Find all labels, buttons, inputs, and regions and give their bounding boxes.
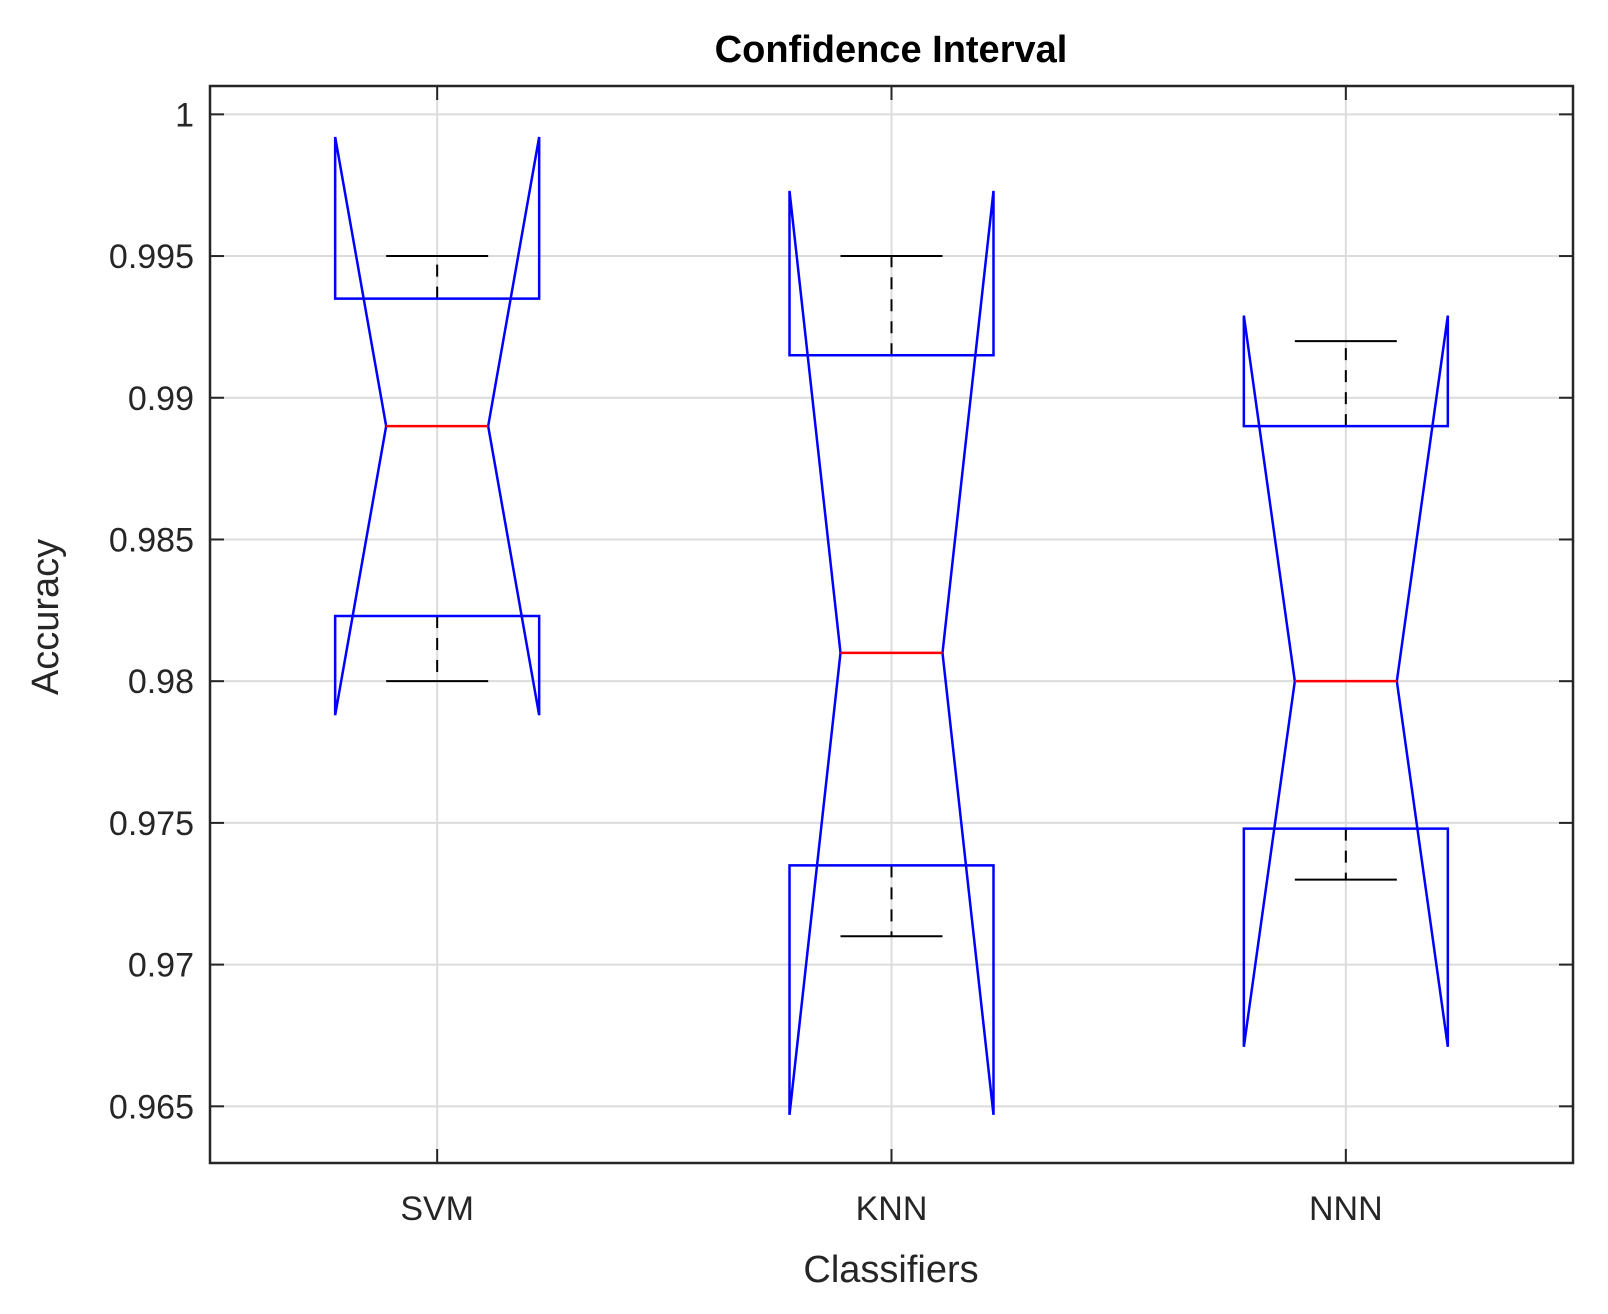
y-tick-label: 0.975 bbox=[109, 805, 194, 843]
notched-box-knn bbox=[788, 190, 995, 1115]
y-tick-label: 0.99 bbox=[128, 380, 194, 418]
box-plots bbox=[333, 136, 1450, 1115]
x-tick-label-knn: KNN bbox=[856, 1190, 928, 1228]
notched-box-svm bbox=[333, 136, 541, 716]
y-tick-label: 0.995 bbox=[109, 238, 194, 276]
grid bbox=[210, 86, 1573, 1163]
box-svm bbox=[333, 136, 541, 716]
y-tick-label: 1 bbox=[175, 96, 194, 134]
y-tick-label: 0.965 bbox=[109, 1088, 194, 1126]
notched-box-nnn bbox=[1242, 315, 1450, 1047]
box-nnn bbox=[1242, 315, 1450, 1047]
x-tick-label-nnn: NNN bbox=[1309, 1190, 1383, 1228]
x-tick-label-svm: SVM bbox=[400, 1190, 474, 1228]
axes: 0.965 0.97 0.975 0.98 0.985 0.99 0.995 1 SVM KNN N… bbox=[109, 84, 1575, 1228]
y-tick-label: 0.985 bbox=[109, 521, 194, 559]
x-axis-label: Classifiers bbox=[803, 1249, 978, 1291]
box-knn bbox=[788, 190, 995, 1115]
y-tick-label: 0.97 bbox=[128, 947, 194, 985]
axes-frame bbox=[208, 84, 1575, 1165]
y-tick-label: 0.98 bbox=[128, 663, 194, 701]
y-axis-label: Accuracy bbox=[25, 539, 67, 695]
chart-title: Confidence Interval bbox=[715, 29, 1068, 71]
